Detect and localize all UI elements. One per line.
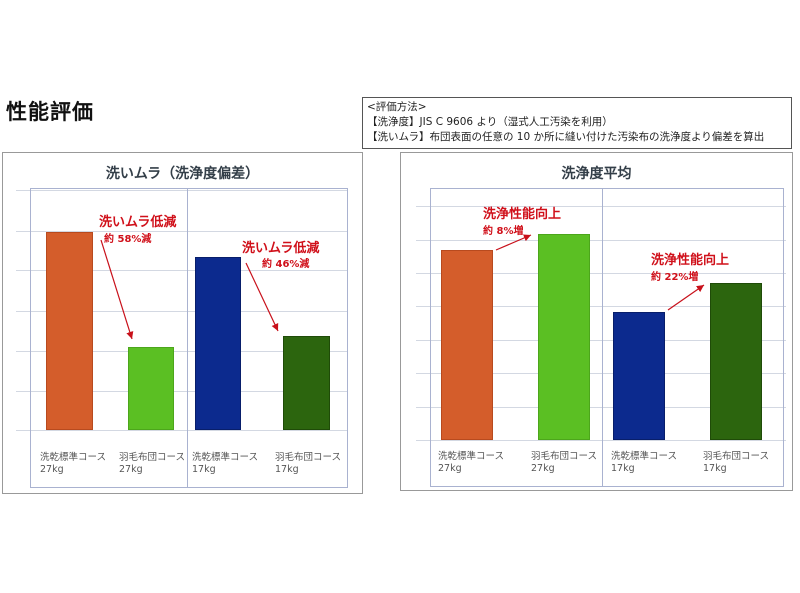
capacity: 17kg (192, 464, 216, 475)
plot-frame (430, 188, 784, 487)
annotation-detail: 約 8%増 (483, 226, 524, 237)
gridline (16, 311, 348, 312)
course-name: 洗乾標準コース (438, 451, 505, 462)
capacity: 17kg (703, 463, 727, 474)
course-name: 洗乾標準コース (192, 452, 259, 463)
bar-futon-course-17kg (710, 283, 762, 440)
page-title: 性能評価 (6, 100, 94, 124)
gridline (416, 240, 786, 241)
gridline (416, 273, 786, 274)
course-name: 洗乾標準コース (611, 451, 678, 462)
course-name: 羽毛布団コース (703, 451, 770, 462)
gridline (416, 440, 786, 441)
annotation-title: 洗浄性能向上 (483, 207, 562, 222)
capacity: 17kg (611, 463, 635, 474)
bar-wash-dry-standard-27kg (46, 232, 93, 430)
course-name: 羽毛布団コース (119, 452, 186, 463)
gridline (16, 190, 348, 191)
bar-futon-course-27kg (128, 347, 174, 430)
annotation-detail: 約 22%増 (651, 272, 699, 283)
bar-wash-dry-standard-17kg (613, 312, 665, 440)
gridline (416, 407, 786, 408)
x-label: 洗乾標準コース 17kg (611, 451, 677, 475)
gridline (416, 373, 786, 374)
method-heading: <評価方法> (367, 101, 427, 113)
cleanliness-chart-title: 洗浄度平均 (561, 166, 632, 182)
course-name: 羽毛布団コース (531, 451, 598, 462)
gridline (416, 340, 786, 341)
x-label: 洗乾標準コース 17kg (192, 452, 258, 476)
bar-wash-dry-standard-27kg (441, 250, 493, 440)
capacity: 27kg (438, 463, 462, 474)
bar-futon-course-27kg (538, 234, 590, 440)
gridline (16, 430, 348, 431)
gridline (16, 270, 348, 271)
x-label: 羽毛布団コース 27kg (119, 452, 185, 476)
plot-frame (30, 188, 348, 488)
annotation-detail: 約 46%減 (262, 259, 310, 270)
capacity: 27kg (40, 464, 64, 475)
course-name: 羽毛布団コース (275, 452, 342, 463)
annotation-title: 洗いムラ低減 (242, 241, 320, 256)
group-divider (187, 188, 188, 488)
gridline (16, 391, 348, 392)
annotation-title: 洗いムラ低減 (99, 215, 177, 230)
bar-futon-course-17kg (283, 336, 330, 430)
method-line-unevenness: 【洗いムラ】布団表面の任意の 10 か所に縫い付けた汚染布の洗浄度より偏差を算出 (367, 131, 765, 143)
annotation-title: 洗浄性能向上 (651, 253, 730, 268)
bar-wash-dry-standard-17kg (195, 257, 241, 430)
x-label: 洗乾標準コース 27kg (40, 452, 106, 476)
capacity: 27kg (119, 464, 143, 475)
gridline (416, 306, 786, 307)
annotation-detail: 約 58%減 (104, 234, 152, 245)
course-name: 洗乾標準コース (40, 452, 107, 463)
x-label: 羽毛布団コース 17kg (275, 452, 341, 476)
gridline (416, 206, 786, 207)
group-divider (602, 188, 603, 487)
x-label: 洗乾標準コース 27kg (438, 451, 504, 475)
capacity: 17kg (275, 464, 299, 475)
gridline (16, 231, 348, 232)
x-label: 羽毛布団コース 27kg (531, 451, 597, 475)
unevenness-chart-title: 洗いムラ（洗浄度偏差） (105, 166, 260, 182)
x-label: 羽毛布団コース 17kg (703, 451, 769, 475)
gridline (16, 351, 348, 352)
method-line-cleanliness: 【洗浄度】JIS C 9606 より（湿式人工汚染を利用） (367, 116, 613, 128)
evaluation-method-box: <評価方法> 【洗浄度】JIS C 9606 より（湿式人工汚染を利用） 【洗い… (362, 97, 792, 149)
capacity: 27kg (531, 463, 555, 474)
